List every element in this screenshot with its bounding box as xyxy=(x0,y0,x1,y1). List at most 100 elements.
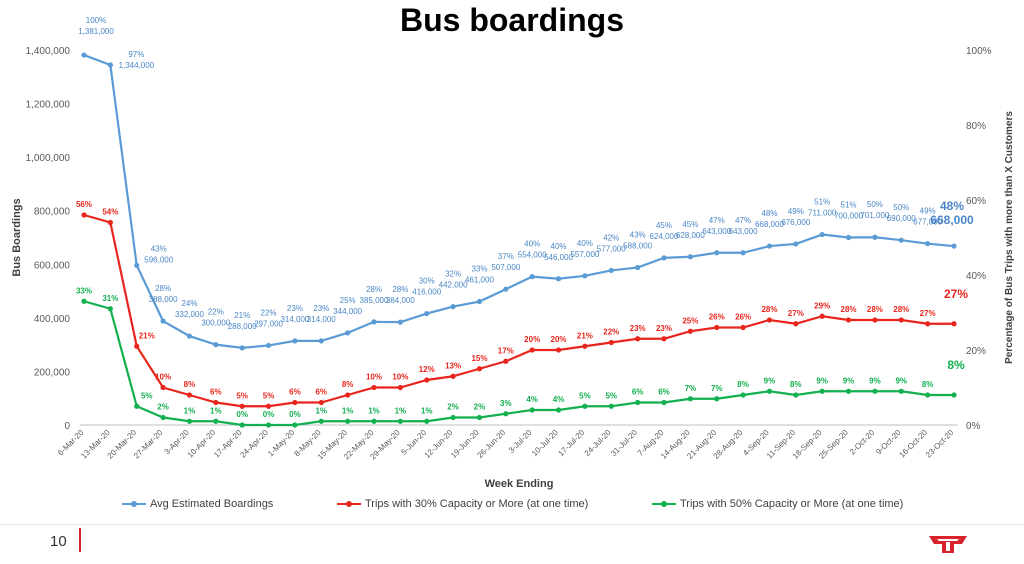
data-point-30pct xyxy=(845,317,852,323)
data-label-value: 507,000 xyxy=(491,263,520,272)
data-label-30pct: 13% xyxy=(445,361,461,370)
data-label-50pct: 9% xyxy=(895,376,907,385)
data-label-value: 643,000 xyxy=(702,227,731,236)
data-label-percent: 97% xyxy=(128,50,144,59)
x-tick-label: 17-Jul-20 xyxy=(556,428,586,458)
data-label-30pct: 15% xyxy=(471,354,487,363)
data-label-50pct: 6% xyxy=(632,388,644,397)
data-label-value: 388,000 xyxy=(149,295,178,304)
data-label-value: 1,381,000 xyxy=(78,27,114,36)
series-line-30pct xyxy=(83,213,954,408)
data-label-value: 416,000 xyxy=(412,288,441,297)
data-point-30pct xyxy=(687,328,693,334)
y-tick-label: 1,200,000 xyxy=(26,100,71,111)
x-tick-label: 1-May-20 xyxy=(266,428,297,459)
data-label-percent: 100% xyxy=(86,16,106,25)
data-label-percent: 45% xyxy=(682,220,698,229)
data-label-percent: 28% xyxy=(366,285,382,294)
data-label-percent: 24% xyxy=(181,299,197,308)
data-label-50pct: 5% xyxy=(579,391,591,400)
legend-swatch-boardings xyxy=(122,501,146,507)
data-point-boardings xyxy=(134,262,140,268)
data-point-50pct xyxy=(292,422,298,428)
data-point-50pct xyxy=(160,414,166,421)
y-tick-label: 1,400,000 xyxy=(26,46,71,57)
data-point-50pct xyxy=(714,396,720,402)
data-label-50pct: 0% xyxy=(289,410,301,419)
data-point-30pct xyxy=(476,366,483,372)
data-label-percent: 22% xyxy=(208,308,224,317)
data-label-50pct: 8% xyxy=(737,380,749,389)
data-label-50pct: 2% xyxy=(474,403,486,412)
data-label-30pct: 6% xyxy=(210,388,222,397)
data-label-50pct: 1% xyxy=(315,406,327,415)
data-label-percent: 37% xyxy=(498,252,514,261)
data-point-boardings xyxy=(160,318,166,324)
data-label-30pct: 17% xyxy=(498,346,514,355)
data-point-30pct xyxy=(582,343,588,349)
data-point-boardings xyxy=(529,274,535,280)
data-label-50pct: 2% xyxy=(447,403,459,412)
data-point-30pct xyxy=(371,384,377,391)
data-label-50pct: 5% xyxy=(605,391,617,400)
data-point-30pct xyxy=(608,339,614,346)
data-point-30pct xyxy=(898,317,904,323)
page-number: 10 xyxy=(50,533,67,550)
data-label-value: 1,344,000 xyxy=(119,61,155,70)
x-tick-label: 10-Jul-20 xyxy=(530,428,560,458)
data-label-value: 546,000 xyxy=(544,253,573,262)
data-label-50pct: 0% xyxy=(236,410,248,419)
data-label-30pct: 27% xyxy=(788,309,804,318)
data-label-50pct: 1% xyxy=(395,406,407,415)
data-label-value: 628,000 xyxy=(676,231,705,240)
data-point-30pct xyxy=(292,399,298,406)
data-label-value: 557,000 xyxy=(570,250,599,259)
data-label-50pct: 8% xyxy=(922,380,934,389)
data-label-30pct: 29% xyxy=(814,301,830,310)
data-label-percent: 40% xyxy=(577,239,593,248)
data-label-50pct: 1% xyxy=(342,406,354,415)
y2-tick-label: 80% xyxy=(966,121,986,132)
footer-accent-bar xyxy=(79,528,81,552)
data-label-percent: 25% xyxy=(340,296,356,305)
data-label-30pct: 10% xyxy=(155,373,171,382)
data-label-percent: 48% xyxy=(761,209,777,218)
data-label-percent: 51% xyxy=(814,198,830,207)
data-point-boardings xyxy=(793,241,799,247)
y2-tick-label: 60% xyxy=(966,196,986,207)
x-tick-label: 25-Sep-20 xyxy=(817,428,850,461)
data-label-50pct: 4% xyxy=(553,395,565,404)
x-tick-label: 31-Jul-20 xyxy=(609,428,639,458)
y2-tick-label: 20% xyxy=(966,346,986,357)
data-point-boardings xyxy=(819,231,825,238)
ttc-logo-icon xyxy=(929,536,967,553)
data-point-boardings xyxy=(687,254,693,260)
legend-item-50pct: Trips with 50% Capacity or More (at one … xyxy=(652,498,903,510)
data-point-30pct xyxy=(529,347,535,353)
series-line-boardings xyxy=(83,54,955,349)
data-label-percent: 49% xyxy=(788,207,804,216)
data-point-50pct xyxy=(81,298,87,304)
data-point-boardings xyxy=(951,243,957,249)
data-label-percent: 49% xyxy=(920,207,936,216)
data-point-50pct xyxy=(925,392,931,398)
data-label-30pct: 54% xyxy=(102,208,118,217)
data-point-30pct xyxy=(265,403,272,409)
data-label-value: 300,000 xyxy=(201,319,230,328)
data-point-30pct xyxy=(555,347,562,353)
y-tick-label: 400,000 xyxy=(34,314,71,325)
data-label-50pct: 0% xyxy=(263,410,275,419)
data-label-30pct: 25% xyxy=(682,316,698,325)
data-point-boardings xyxy=(265,342,272,349)
data-label-50pct: 8% xyxy=(790,380,802,389)
data-point-boardings xyxy=(766,243,773,249)
x-tick-label: 24-Apr-20 xyxy=(238,428,270,460)
legend-label-boardings: Avg Estimated Boardings xyxy=(150,498,274,510)
x-tick-label: 28-Aug-20 xyxy=(712,428,745,461)
data-label-value: 643,000 xyxy=(729,227,758,236)
data-point-50pct xyxy=(397,418,403,424)
data-label-percent: 40% xyxy=(524,240,540,249)
data-point-50pct xyxy=(503,411,509,417)
data-point-50pct xyxy=(318,418,324,424)
legend-swatch-50pct xyxy=(652,501,676,507)
